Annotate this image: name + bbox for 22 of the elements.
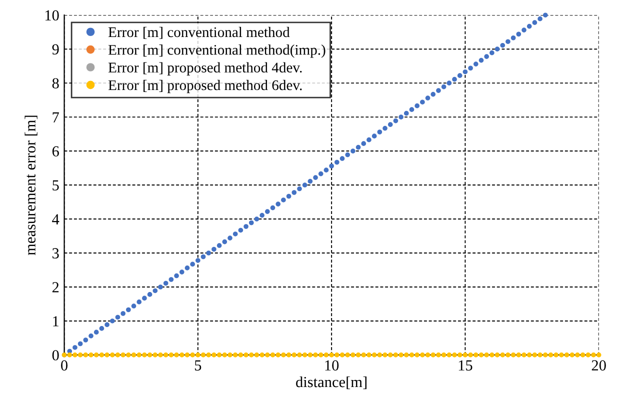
y-tick-label: 1 xyxy=(53,316,58,326)
y-tick-label: 4 xyxy=(52,214,60,224)
y-tick-label: 10 xyxy=(45,10,59,21)
y-tick-label: 3 xyxy=(52,248,59,258)
x-tick-label: 5 xyxy=(194,360,202,371)
x-axis-title: distance[m] xyxy=(296,376,366,390)
y-tick-label: 7 xyxy=(52,112,59,122)
y-tick-label: 2 xyxy=(52,282,59,292)
x-tick-label: 10 xyxy=(325,360,339,371)
y-tick-label: 8 xyxy=(52,78,59,89)
x-tick-label: 20 xyxy=(592,360,606,371)
y-tick-label: 0 xyxy=(52,350,59,360)
y-tick-label: 5 xyxy=(52,180,59,190)
y-tick-label: 9 xyxy=(52,44,59,55)
legend-label: Error [m] proposed method 6dev. xyxy=(108,80,302,94)
y-axis-title: measurement error [m] xyxy=(24,116,38,256)
x-tick-label: 15 xyxy=(458,360,472,371)
legend-label: Error [m] conventional method(imp.) xyxy=(108,44,326,58)
x-tick-label: 0 xyxy=(61,360,68,371)
legend-label: Error [m] conventional method xyxy=(108,26,290,39)
legend-label: Error [m] proposed method 4dev. xyxy=(108,62,302,76)
y-tick-label: 6 xyxy=(52,146,59,156)
